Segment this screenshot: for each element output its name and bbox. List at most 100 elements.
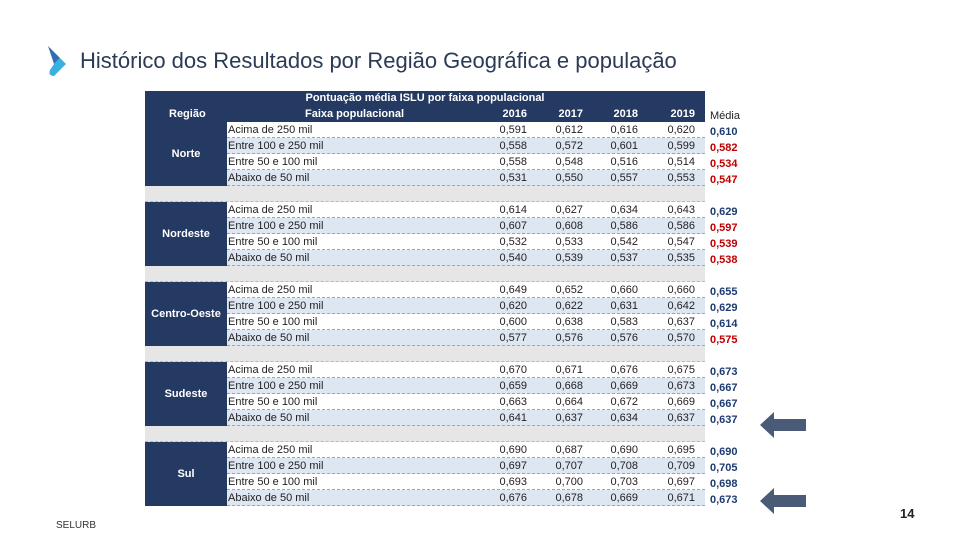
table-row: Entre 100 e 250 mil 0,607 0,608 0,586 0,586 (227, 218, 705, 234)
value-cell: 0,690 (499, 444, 527, 456)
table-row: Acima de 250 mil 0,649 0,652 0,660 0,660 (227, 282, 705, 298)
value-cell: 0,572 (555, 140, 583, 152)
region-separator (145, 266, 705, 282)
value-cell: 0,669 (610, 492, 638, 504)
faixa-cell: Entre 100 e 250 mil (228, 460, 324, 472)
media-value: 0,629 (710, 302, 738, 314)
table-row: Entre 50 e 100 mil 0,693 0,700 0,703 0,697 (227, 474, 705, 490)
media-value: 0,547 (710, 174, 738, 186)
value-cell: 0,540 (499, 252, 527, 264)
value-cell: 0,659 (499, 380, 527, 392)
value-cell: 0,583 (610, 316, 638, 328)
media-value: 0,597 (710, 222, 738, 234)
value-cell: 0,547 (667, 236, 695, 248)
media-value: 0,614 (710, 318, 738, 330)
value-cell: 0,620 (667, 124, 695, 136)
faixa-cell: Entre 100 e 250 mil (228, 300, 324, 312)
value-cell: 0,708 (610, 460, 638, 472)
results-table: Pontuação média ISLU por faixa populacio… (145, 91, 705, 506)
value-cell: 0,631 (610, 300, 638, 312)
region-block: Sul Acima de 250 mil 0,690 0,687 0,690 0,695 E… (145, 442, 705, 506)
media-value: 0,539 (710, 238, 738, 250)
media-value: 0,538 (710, 254, 738, 266)
value-cell: 0,695 (667, 444, 695, 456)
table-super-header: Pontuação média ISLU por faixa populacio… (145, 91, 705, 106)
value-cell: 0,553 (667, 172, 695, 184)
value-cell: 0,634 (610, 412, 638, 424)
faixa-cell: Entre 50 e 100 mil (228, 156, 318, 168)
table-header-row: Região Faixa populacional 2016 2017 2018… (145, 106, 705, 122)
value-cell: 0,548 (555, 156, 583, 168)
region-label: Norte (145, 122, 227, 186)
media-gap (710, 188, 760, 204)
region-label: Centro-Oeste (145, 282, 227, 346)
value-cell: 0,586 (667, 220, 695, 232)
faixa-cell: Entre 100 e 250 mil (228, 380, 324, 392)
value-cell: 0,634 (610, 204, 638, 216)
value-cell: 0,709 (667, 460, 695, 472)
value-cell: 0,637 (667, 412, 695, 424)
value-cell: 0,535 (667, 252, 695, 264)
table-row: Entre 100 e 250 mil 0,697 0,707 0,708 0,709 (227, 458, 705, 474)
table-row: Entre 50 e 100 mil 0,600 0,638 0,583 0,637 (227, 314, 705, 330)
value-cell: 0,608 (555, 220, 583, 232)
media-value: 0,673 (710, 366, 738, 378)
page-number: 14 (900, 506, 915, 521)
value-cell: 0,675 (667, 364, 695, 376)
value-cell: 0,576 (555, 332, 583, 344)
left-arrow-icon (760, 488, 806, 514)
media-value: 0,582 (710, 142, 738, 154)
table-row: Entre 50 e 100 mil 0,532 0,533 0,542 0,547 (227, 234, 705, 250)
value-cell: 0,663 (499, 396, 527, 408)
media-gap (710, 268, 760, 284)
faixa-cell: Acima de 250 mil (228, 204, 313, 216)
value-cell: 0,671 (555, 364, 583, 376)
value-cell: 0,642 (667, 300, 695, 312)
value-cell: 0,664 (555, 396, 583, 408)
value-cell: 0,576 (610, 332, 638, 344)
faixa-cell: Entre 50 e 100 mil (228, 396, 318, 408)
value-cell: 0,637 (555, 412, 583, 424)
value-cell: 0,577 (499, 332, 527, 344)
value-cell: 0,557 (610, 172, 638, 184)
table-row: Entre 100 e 250 mil 0,558 0,572 0,601 0,599 (227, 138, 705, 154)
faixa-cell: Acima de 250 mil (228, 364, 313, 376)
region-block: Centro-Oeste Acima de 250 mil 0,649 0,652 0,… (145, 282, 705, 346)
table-row: Entre 50 e 100 mil 0,663 0,664 0,672 0,669 (227, 394, 705, 410)
header-year: 2019 (670, 108, 695, 120)
table-row: Entre 50 e 100 mil 0,558 0,548 0,516 0,514 (227, 154, 705, 170)
faixa-cell: Abaixo de 50 mil (228, 332, 310, 344)
value-cell: 0,532 (499, 236, 527, 248)
value-cell: 0,693 (499, 476, 527, 488)
table-row: Abaixo de 50 mil 0,676 0,678 0,669 0,671 (227, 490, 705, 506)
value-cell: 0,514 (667, 156, 695, 168)
media-column: Média 0,610 0,582 0,534 0,547 0,629 0,597 0,53… (710, 108, 760, 508)
value-cell: 0,601 (610, 140, 638, 152)
page-title: Histórico dos Resultados por Região Geog… (80, 48, 677, 73)
value-cell: 0,558 (499, 140, 527, 152)
value-cell: 0,558 (499, 156, 527, 168)
value-cell: 0,612 (555, 124, 583, 136)
table-row: Abaixo de 50 mil 0,540 0,539 0,537 0,535 (227, 250, 705, 266)
table-row: Acima de 250 mil 0,690 0,687 0,690 0,695 (227, 442, 705, 458)
table-row: Abaixo de 50 mil 0,577 0,576 0,576 0,570 (227, 330, 705, 346)
value-cell: 0,616 (610, 124, 638, 136)
value-cell: 0,676 (499, 492, 527, 504)
media-values: 0,610 0,582 0,534 0,547 0,629 0,597 0,539 0,538… (710, 124, 760, 508)
media-value: 0,673 (710, 494, 738, 506)
value-cell: 0,669 (667, 396, 695, 408)
header-faixa: Faixa populacional (305, 108, 405, 120)
value-cell: 0,703 (610, 476, 638, 488)
value-cell: 0,620 (499, 300, 527, 312)
faixa-cell: Entre 50 e 100 mil (228, 476, 318, 488)
region-block: Nordeste Acima de 250 mil 0,614 0,627 0,634 0… (145, 202, 705, 266)
region-rows: Acima de 250 mil 0,614 0,627 0,634 0,643 Entr… (227, 202, 705, 266)
value-cell: 0,643 (667, 204, 695, 216)
value-cell: 0,591 (499, 124, 527, 136)
table-row: Acima de 250 mil 0,670 0,671 0,676 0,675 (227, 362, 705, 378)
media-gap (710, 348, 760, 364)
region-separator (145, 186, 705, 202)
table-row: Acima de 250 mil 0,614 0,627 0,634 0,643 (227, 202, 705, 218)
value-cell: 0,550 (555, 172, 583, 184)
table-row: Acima de 250 mil 0,591 0,612 0,616 0,620 (227, 122, 705, 138)
